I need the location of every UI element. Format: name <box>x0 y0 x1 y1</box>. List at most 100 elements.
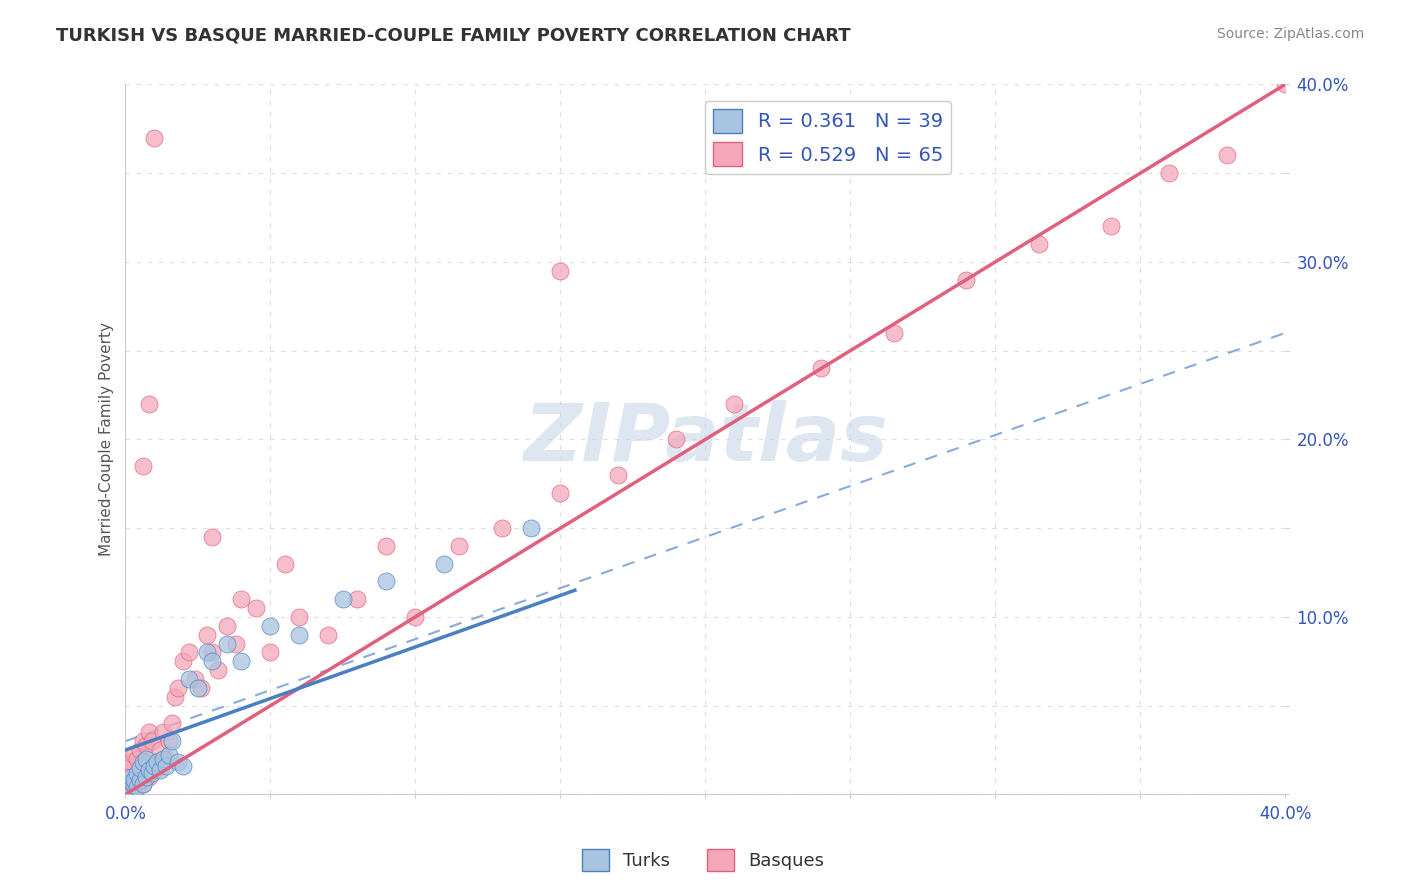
Point <box>152 752 174 766</box>
Point <box>132 777 155 791</box>
Point <box>129 770 152 784</box>
Point <box>166 681 188 695</box>
Point <box>288 610 311 624</box>
Point <box>117 777 139 791</box>
Point <box>187 681 209 695</box>
Point <box>288 627 311 641</box>
Text: ZIPatlas: ZIPatlas <box>523 401 887 478</box>
Point <box>179 645 201 659</box>
Point <box>146 756 169 770</box>
Point <box>172 759 194 773</box>
Text: Source: ZipAtlas.com: Source: ZipAtlas.com <box>1216 27 1364 41</box>
Point <box>143 759 166 773</box>
Point <box>122 779 145 793</box>
Point <box>955 273 977 287</box>
Point <box>157 734 180 748</box>
Point <box>143 756 166 770</box>
Point <box>155 752 177 766</box>
Point <box>125 773 148 788</box>
Point <box>607 467 630 482</box>
Point <box>129 773 152 788</box>
Point <box>166 756 188 770</box>
Point <box>117 784 139 798</box>
Point <box>132 756 155 770</box>
Point <box>149 763 172 777</box>
Point <box>1028 237 1050 252</box>
Point <box>141 734 163 748</box>
Point <box>125 780 148 795</box>
Point <box>120 775 142 789</box>
Point <box>132 734 155 748</box>
Point <box>1216 148 1239 162</box>
Point <box>215 619 238 633</box>
Point <box>157 748 180 763</box>
Point <box>447 539 470 553</box>
Point <box>207 663 229 677</box>
Point <box>195 645 218 659</box>
Point <box>550 485 572 500</box>
Legend: R = 0.361   N = 39, R = 0.529   N = 65: R = 0.361 N = 39, R = 0.529 N = 65 <box>704 102 950 174</box>
Point <box>375 574 398 589</box>
Point <box>195 627 218 641</box>
Point <box>172 654 194 668</box>
Point <box>810 361 832 376</box>
Point <box>274 557 297 571</box>
Point <box>1159 166 1181 180</box>
Point <box>375 539 398 553</box>
Point <box>141 766 163 780</box>
Point <box>125 752 148 766</box>
Point <box>141 763 163 777</box>
Point <box>163 690 186 704</box>
Point <box>155 759 177 773</box>
Point <box>135 752 157 766</box>
Point <box>132 458 155 473</box>
Point <box>117 780 139 795</box>
Point <box>665 433 688 447</box>
Point <box>143 130 166 145</box>
Text: TURKISH VS BASQUE MARRIED-COUPLE FAMILY POVERTY CORRELATION CHART: TURKISH VS BASQUE MARRIED-COUPLE FAMILY … <box>56 27 851 45</box>
Point <box>1099 219 1122 234</box>
Point <box>201 654 224 668</box>
Point <box>201 530 224 544</box>
Point <box>883 326 905 340</box>
Point <box>129 743 152 757</box>
Point <box>259 645 281 659</box>
Point <box>146 761 169 775</box>
Point <box>135 766 157 780</box>
Point <box>225 636 247 650</box>
Point <box>152 725 174 739</box>
Point <box>190 681 212 695</box>
Point <box>723 397 745 411</box>
Point <box>318 627 340 641</box>
Point <box>231 654 253 668</box>
Point <box>201 645 224 659</box>
Point <box>117 761 139 775</box>
Point <box>160 716 183 731</box>
Point <box>132 777 155 791</box>
Point <box>160 734 183 748</box>
Point <box>231 592 253 607</box>
Point <box>135 738 157 752</box>
Point <box>149 743 172 757</box>
Point <box>138 725 160 739</box>
Point <box>122 773 145 788</box>
Point <box>117 773 139 788</box>
Point <box>120 782 142 797</box>
Point <box>117 780 139 795</box>
Point <box>120 770 142 784</box>
Point <box>138 763 160 777</box>
Point <box>184 672 207 686</box>
Point <box>120 777 142 791</box>
Point <box>259 619 281 633</box>
Point <box>520 521 543 535</box>
Point <box>332 592 354 607</box>
Legend: Turks, Basques: Turks, Basques <box>575 842 831 879</box>
Point <box>135 770 157 784</box>
Point <box>125 766 148 780</box>
Point <box>122 780 145 795</box>
Point <box>245 601 267 615</box>
Point <box>179 672 201 686</box>
Point <box>404 610 426 624</box>
Point <box>138 770 160 784</box>
Point <box>346 592 368 607</box>
